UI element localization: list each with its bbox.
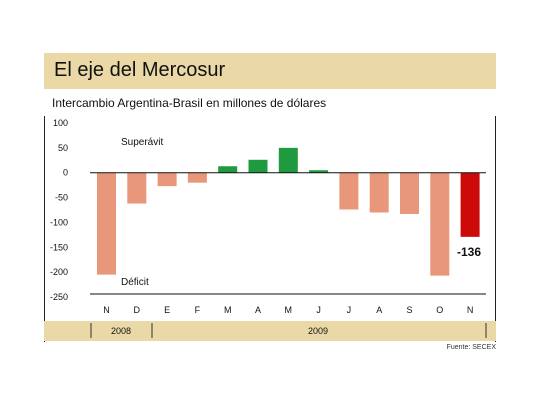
bar bbox=[460, 172, 480, 237]
x-tick-label: J bbox=[316, 305, 321, 315]
x-tick-label: D bbox=[134, 305, 141, 315]
year-labels: 2008 2009 bbox=[90, 323, 487, 338]
y-tick-label: -50 bbox=[55, 193, 68, 203]
bars bbox=[97, 147, 480, 276]
bar bbox=[187, 172, 207, 183]
year-label-2009: 2009 bbox=[308, 326, 328, 336]
y-tick-label: 50 bbox=[58, 143, 68, 153]
x-tick-label: N bbox=[103, 305, 110, 315]
y-tick-label: -100 bbox=[50, 217, 68, 227]
bar bbox=[127, 172, 147, 204]
y-tick-label: -200 bbox=[50, 267, 68, 277]
bar bbox=[369, 172, 389, 213]
year-label-2008: 2008 bbox=[111, 326, 131, 336]
surplus-annotation: Superávit bbox=[121, 137, 163, 148]
y-axis: 100 50 0 -50 -100 -150 -200 -250 bbox=[50, 118, 68, 302]
x-tick-label: S bbox=[406, 305, 412, 315]
y-tick-label: 0 bbox=[63, 168, 68, 178]
plot-background bbox=[44, 116, 496, 342]
bar bbox=[278, 147, 298, 173]
x-tick-label: M bbox=[285, 305, 293, 315]
bar bbox=[339, 172, 359, 210]
deficit-annotation: Déficit bbox=[121, 277, 149, 288]
bar bbox=[309, 170, 329, 173]
x-tick-label: N bbox=[467, 305, 474, 315]
bar bbox=[400, 172, 419, 214]
y-tick-label: -150 bbox=[50, 242, 68, 252]
x-tick-label: A bbox=[376, 305, 382, 315]
bar bbox=[430, 172, 450, 276]
bar bbox=[157, 172, 177, 187]
timeline-band bbox=[44, 321, 496, 341]
bar bbox=[97, 172, 116, 275]
x-tick-label: E bbox=[164, 305, 170, 315]
y-tick-label: 100 bbox=[53, 118, 68, 128]
source-note: Fuente: SECEX bbox=[446, 344, 496, 351]
last-value-label: -136 bbox=[457, 245, 481, 259]
title-band: El eje del Mercosur bbox=[44, 53, 496, 89]
x-tick-label: A bbox=[255, 305, 261, 315]
chart-title: El eje del Mercosur bbox=[54, 59, 226, 81]
x-tick-label: J bbox=[347, 305, 352, 315]
y-tick-label: -250 bbox=[50, 292, 68, 302]
x-tick-label: F bbox=[195, 305, 201, 315]
x-tick-label: M bbox=[224, 305, 232, 315]
bar bbox=[218, 166, 238, 173]
chart-subtitle: Intercambio Argentina-Brasil en millones… bbox=[52, 96, 327, 110]
bar bbox=[248, 159, 268, 173]
x-tick-label: O bbox=[436, 305, 443, 315]
